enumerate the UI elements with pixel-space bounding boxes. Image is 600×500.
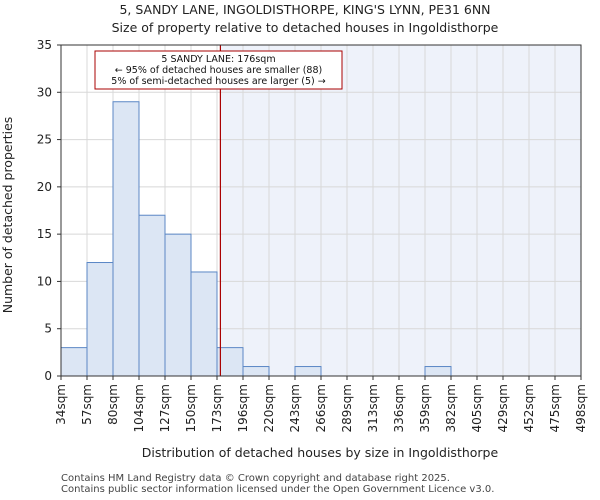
bar-34sqm (60, 347, 88, 377)
x-tick-label-289sqm: 289sqm (340, 384, 354, 432)
y-tick-label-0: 0 (44, 369, 52, 383)
footer-line2: Contains public sector information licen… (61, 484, 495, 495)
x-tick-label-80sqm: 80sqm (106, 384, 120, 425)
x-tick-label-220sqm: 220sqm (262, 384, 276, 432)
y-axis-label: Number of detached properties (0, 117, 15, 314)
annotation-line2: ← 95% of detached houses are smaller (88… (115, 65, 322, 76)
annotation-line1: 5 SANDY LANE: 176sqm (161, 54, 275, 65)
bar-57sqm (86, 262, 114, 377)
x-tick-label-196sqm: 196sqm (236, 384, 250, 432)
bars (60, 101, 452, 377)
y-tick-label-15: 15 (37, 227, 52, 241)
bar-150sqm (190, 271, 218, 377)
y-tick-label-35: 35 (37, 38, 52, 52)
x-tick-label-382sqm: 382sqm (444, 384, 458, 432)
x-tick-label-104sqm: 104sqm (132, 384, 146, 432)
annotation-rect (94, 50, 343, 90)
bar-173sqm (216, 347, 244, 377)
chart-title-line1: 5, SANDY LANE, INGOLDISTHORPE, KING'S LY… (119, 2, 490, 17)
bar-243sqm (294, 366, 322, 377)
bar-104sqm (138, 214, 166, 377)
bar-359sqm (424, 366, 452, 377)
bar-196sqm (242, 366, 270, 377)
annotation-line3: 5% of semi-detached houses are larger (5… (111, 76, 325, 87)
y-axis-ticks: 0 5 10 15 20 25 30 35 (37, 38, 61, 383)
y-tick-label-5: 5 (44, 322, 52, 336)
x-tick-label-150sqm: 150sqm (184, 384, 198, 432)
x-tick-label-243sqm: 243sqm (288, 384, 302, 432)
y-tick-label-20: 20 (37, 180, 52, 194)
x-tick-label-498sqm: 498sqm (574, 384, 588, 432)
x-tick-label-266sqm: 266sqm (314, 384, 328, 432)
x-tick-label-336sqm: 336sqm (392, 384, 406, 432)
y-tick-label-10: 10 (37, 274, 52, 288)
bar-127sqm (164, 233, 192, 377)
x-axis-label: Distribution of detached houses by size … (142, 445, 499, 460)
x-tick-label-173sqm: 173sqm (210, 384, 224, 432)
bar-80sqm (112, 101, 140, 377)
footer-line1: Contains HM Land Registry data © Crown c… (61, 473, 450, 484)
x-tick-label-34sqm: 34sqm (54, 384, 68, 425)
annotation-box: 5 SANDY LANE: 176sqm ← 95% of detached h… (94, 50, 343, 90)
y-tick-label-25: 25 (37, 133, 52, 147)
x-tick-label-313sqm: 313sqm (366, 384, 380, 432)
larger-region-highlight (220, 45, 582, 376)
x-tick-label-475sqm: 475sqm (548, 384, 562, 432)
x-axis-ticks: 34sqm 57sqm 80sqm 104sqm 127sqm 150sqm 173sqm 1… (54, 376, 588, 432)
x-tick-label-452sqm: 452sqm (522, 384, 536, 432)
x-tick-label-127sqm: 127sqm (158, 384, 172, 432)
x-tick-label-429sqm: 429sqm (496, 384, 510, 432)
x-tick-label-405sqm: 405sqm (470, 384, 484, 432)
chart-title-line2: Size of property relative to detached ho… (112, 20, 499, 35)
x-tick-label-57sqm: 57sqm (80, 384, 94, 425)
y-tick-label-30: 30 (37, 85, 52, 99)
x-tick-label-359sqm: 359sqm (418, 384, 432, 432)
